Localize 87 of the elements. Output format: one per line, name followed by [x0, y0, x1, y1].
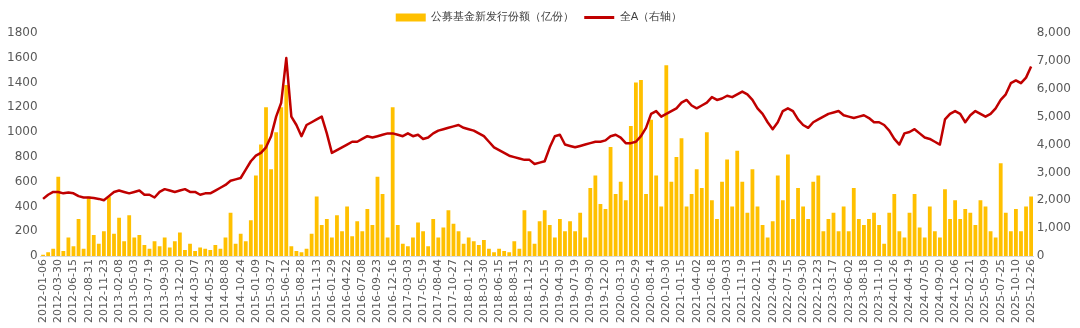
- x-tick-label: 2022-02-11: [750, 259, 764, 324]
- x-tick-label: 2019-04-30: [552, 259, 566, 324]
- x-tick-label: 2012-06-15: [66, 259, 80, 324]
- x-tick-label: 2021-04-02: [689, 259, 703, 324]
- x-tick-label: 2019-09-30: [583, 259, 597, 324]
- x-tick-label: 2016-01-29: [324, 259, 338, 324]
- x-tick-label: 2025-05-09: [978, 259, 992, 324]
- x-tick-label: 2015-03-27: [263, 259, 277, 324]
- x-tick-label: 2018-01-12: [461, 259, 475, 324]
- x-tick-label: 2024-04-19: [902, 259, 916, 324]
- x-tick-label: 2017-10-27: [446, 259, 460, 324]
- x-tick-label: 2015-06-12: [279, 259, 293, 324]
- x-tick-label: 2023-03-17: [826, 259, 840, 324]
- y2-tick-label: 8,000: [1036, 25, 1072, 40]
- x-tick-label: 2019-12-20: [598, 259, 612, 324]
- x-tick-label: 2017-05-19: [415, 259, 429, 324]
- x-tick-label: 2023-08-18: [856, 259, 870, 324]
- legend-label: 全A（右轴）: [619, 10, 683, 24]
- x-tick-label: 2025-07-25: [993, 259, 1007, 324]
- x-tick-label: 2021-09-03: [719, 259, 733, 324]
- x-tick-label: 2014-08-08: [218, 259, 232, 324]
- y-tick-label: 400: [14, 198, 38, 213]
- x-tick-label: 2012-08-31: [81, 259, 95, 324]
- x-tick-label: 2022-12-23: [811, 259, 825, 324]
- x-tick-label: 2012-01-06: [35, 259, 49, 324]
- x-tick-label: 2021-11-19: [735, 259, 749, 324]
- x-tick-label: 2019-02-15: [537, 259, 551, 324]
- y-tick-label: 200: [14, 223, 38, 238]
- x-tick-label: 2025-02-21: [963, 259, 977, 324]
- x-tick-label: 2020-10-30: [659, 259, 673, 324]
- y-tick-label: 1800: [6, 25, 38, 40]
- x-tick-label: 2013-02-08: [111, 259, 125, 324]
- x-tick-label: 2025-12-26: [1023, 259, 1037, 324]
- x-tick-label: 2017-03-03: [400, 259, 414, 324]
- y2-tick-label: 3,000: [1036, 164, 1072, 179]
- x-tick-label: 2013-12-20: [172, 259, 186, 324]
- x-tick-label: 2013-09-30: [157, 259, 171, 324]
- x-tick-label: 2015-08-28: [294, 259, 308, 324]
- x-tick-label: 2018-03-30: [476, 259, 490, 324]
- x-tick-label: 2024-12-06: [947, 259, 961, 324]
- x-tick-label: 2021-01-15: [674, 259, 688, 324]
- x-tick-label: 2022-09-30: [795, 259, 809, 324]
- x-tick-label: 2012-11-23: [96, 259, 110, 324]
- x-tick-label: 2014-10-24: [233, 259, 247, 324]
- y2-tick-label: 6,000: [1036, 80, 1072, 95]
- x-tick-label: 2020-03-13: [613, 259, 627, 324]
- x-tick-label: 2016-04-22: [339, 259, 353, 324]
- x-tick-label: 2022-07-15: [780, 259, 794, 324]
- x-tick-label: 2016-07-08: [355, 259, 369, 324]
- y-tick-label: 1000: [6, 124, 38, 139]
- y2-tick-label: 0: [1036, 248, 1045, 263]
- x-tick-label: 2018-11-23: [522, 259, 536, 324]
- x-tick-label: 2024-01-26: [887, 259, 901, 324]
- x-tick-label: 2014-03-07: [187, 259, 201, 324]
- x-tick-label: 2013-07-19: [142, 259, 156, 324]
- x-tick-label: 2018-06-15: [491, 259, 505, 324]
- y-tick-label: 0: [29, 248, 38, 263]
- x-tick-label: 2015-11-13: [309, 259, 323, 324]
- x-tick-label: 2025-10-10: [1008, 259, 1022, 324]
- x-tick-label: 2020-05-29: [628, 259, 642, 324]
- x-tick-label: 2017-08-04: [431, 259, 445, 324]
- y-tick-label: 600: [14, 173, 38, 188]
- x-tick-label: 2012-03-30: [51, 259, 65, 324]
- legend-label: 公募基金新发行份额（亿份）: [431, 10, 575, 24]
- x-tick-label: 2016-12-16: [385, 259, 399, 324]
- x-tick-label: 2021-06-18: [704, 259, 718, 324]
- y2-tick-label: 1,000: [1036, 220, 1072, 235]
- y-tick-label: 1400: [6, 74, 38, 89]
- x-tick-label: 2018-08-31: [507, 259, 521, 324]
- x-tick-label: 2019-07-19: [567, 259, 581, 324]
- x-tick-label: 2014-05-23: [203, 259, 217, 324]
- y2-tick-label: 7,000: [1036, 53, 1072, 68]
- y2-tick-label: 2,000: [1036, 192, 1072, 207]
- x-tick-label: 2023-11-10: [871, 259, 885, 324]
- x-tick-label: 2016-09-23: [370, 259, 384, 324]
- x-tick-label: 2023-06-02: [841, 259, 855, 324]
- y-tick-label: 1200: [6, 99, 38, 114]
- y-tick-label: 800: [14, 149, 38, 164]
- x-tick-label: 2024-07-05: [917, 259, 931, 324]
- y2-tick-label: 5,000: [1036, 108, 1072, 123]
- x-tick-label: 2013-05-03: [127, 259, 141, 324]
- y-tick-label: 1600: [6, 49, 38, 64]
- x-tick-label: 2015-01-09: [248, 259, 262, 324]
- x-tick-label: 2024-09-20: [932, 259, 946, 324]
- y2-tick-label: 4,000: [1036, 136, 1072, 151]
- x-tick-label: 2022-04-29: [765, 259, 779, 324]
- x-tick-label: 2020-08-14: [643, 259, 657, 324]
